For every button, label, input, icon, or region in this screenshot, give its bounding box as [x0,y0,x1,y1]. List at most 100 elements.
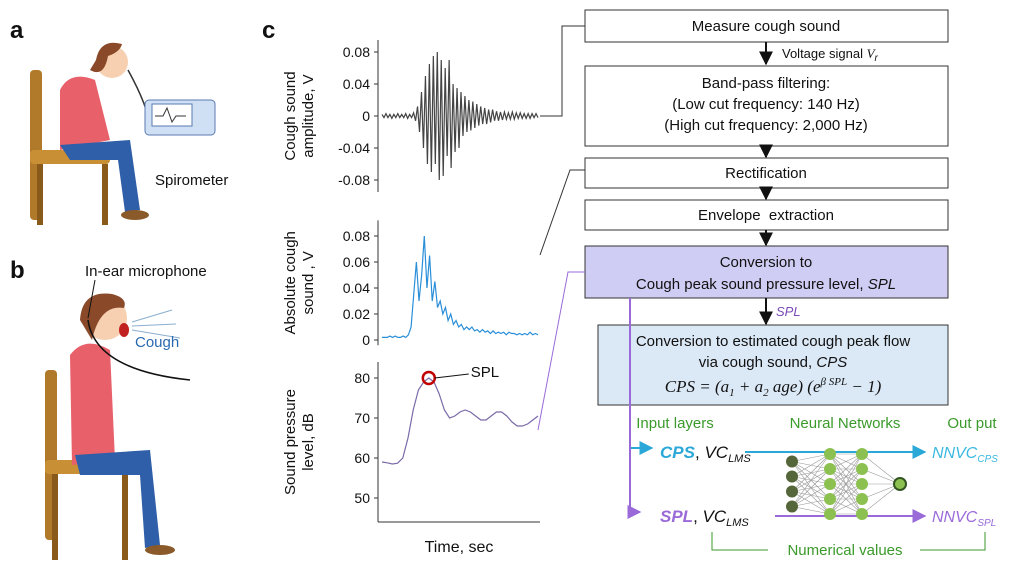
box-text: Conversion to [720,254,813,271]
y-tick-label: 0 [362,108,370,124]
nn-node [786,455,798,468]
label: Spirometer [155,172,228,189]
y-tick-label: 0.02 [343,306,370,322]
illustration-a: Spirometer [30,42,228,225]
box-text: Rectification [725,165,807,182]
y-axis-label: level, dB [300,413,317,471]
y-axis-label: Absolute cough [282,231,299,334]
panel-label: b [10,257,25,284]
text: VC [703,507,727,526]
formula-part: β SPL [820,376,848,388]
nn-node [824,478,836,490]
subscript: SPL [977,518,996,529]
label: Numerical values [787,542,902,559]
illustration-b: In-ear microphone Cough [45,263,207,560]
annotation: SPL [471,364,499,381]
y-tick-label: 0.08 [343,228,370,244]
input-label: SPL, VCLMS [660,507,749,529]
x-axis-label: Time, sec [425,539,494,556]
y-axis-label: sound , V [300,251,317,314]
box [584,9,949,43]
box-text: Envelope extraction [698,207,834,224]
subscript: LMS [728,453,751,465]
data-line [382,235,539,339]
formula-part: age) (e [769,377,821,396]
box [597,324,949,406]
label: Input layers [636,415,714,432]
text: SPL [660,507,693,526]
text: VC [704,443,728,462]
nn-edge [791,506,831,515]
nn-node [786,500,798,513]
formula-part: CPS = (a [665,377,729,396]
box-text: via cough sound, CPS [699,354,847,371]
text: , [695,443,700,462]
box-text: Cough peak sound pressure level, SPL [636,276,896,293]
y-tick-label: 60 [354,450,370,466]
nn-edge [791,453,831,477]
formula-part: + a [735,377,763,396]
nn-edge [829,453,863,515]
text: Voltage signal [782,46,863,61]
nn-section: Input layers Neural Networks Out put CPS… [627,298,998,560]
nn-edge [829,453,863,485]
nn-edge [791,453,831,462]
y-tick-label: 0 [362,332,370,348]
subscript: LMS [726,517,749,529]
nn-edge [829,483,863,515]
box [584,199,949,231]
annotation-line [434,373,469,379]
nn-node [824,448,836,460]
nn-node [856,493,868,505]
nn-edge [829,453,863,500]
nn-edge [791,468,831,507]
nn-node [824,508,836,520]
arrow-label: SPL [776,304,801,319]
nn-node [856,463,868,475]
nn-node [856,508,868,520]
nn-node [824,493,836,505]
label: Cough [135,334,179,351]
panel-label: c [262,17,275,44]
nn-node [893,477,907,491]
box [584,157,949,189]
symbol: CPS [816,354,847,371]
subscript: r [875,53,879,64]
y-tick-label: -0.04 [338,140,370,156]
box-text: (Low cut frequency: 140 Hz) [672,96,860,113]
nn-edge [791,453,831,492]
input-label: CPS, VCLMS [660,443,751,465]
charts: 0.08 0.04 0 -0.04 -0.08 Cough sound amplitude,… [282,40,540,556]
y-tick-label: 0.06 [343,254,370,270]
subscript: CPS [977,454,998,465]
box-text: (High cut frequency: 2,000 Hz) [664,117,867,134]
symbol: SPL [868,276,896,293]
nn-node [786,470,798,483]
flowchart: Measure cough sound Voltage signal Vr Ba… [584,9,949,406]
nn-node [856,478,868,490]
label: In-ear microphone [85,263,207,280]
text: NNVC [932,445,978,462]
formula-part: 1 [729,387,735,399]
network-drawing [786,448,907,520]
nn-edge [861,453,901,485]
panel-label: a [10,17,24,44]
formula-part: 2 [763,387,769,399]
formula-part: − 1) [847,377,881,396]
text: CPS [660,443,696,462]
label: Out put [947,415,997,432]
box-text: Band-pass filtering: [702,75,830,92]
nn-edge [791,483,831,507]
output-label: NNVCCPS [932,445,998,465]
symbol: V [867,46,877,61]
y-tick-label: 0.08 [343,44,370,60]
y-tick-label: 70 [354,410,370,426]
nn-edge [861,483,901,515]
text: , [693,507,698,526]
y-tick-label: 0.04 [343,76,370,92]
y-tick-label: -0.08 [338,172,370,188]
formula: CPS = (a1 + a2 age) (eβ SPL − 1) [665,376,882,399]
label: Neural Networks [790,415,901,432]
text: Cough peak sound pressure level, [636,276,864,293]
